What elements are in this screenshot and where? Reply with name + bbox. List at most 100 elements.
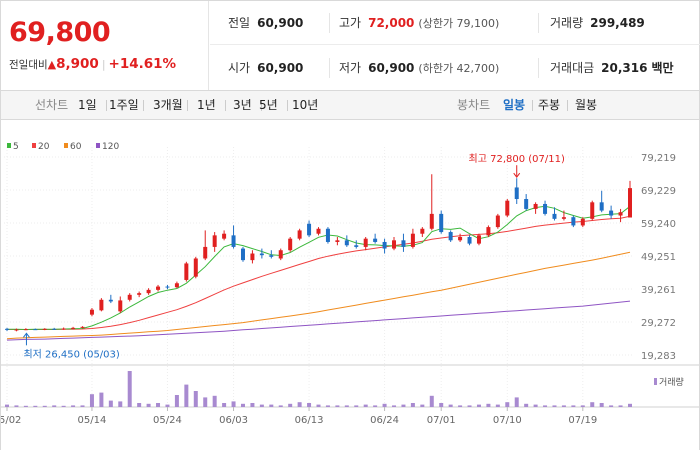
volume-bar	[373, 405, 378, 407]
candle-body	[429, 213, 434, 229]
min-arrow-head-icon	[23, 332, 30, 338]
candle-body	[628, 188, 632, 218]
candle-body	[401, 240, 406, 247]
candle-body	[146, 289, 151, 294]
chart-period-tabs: 선차트 1일 1주일 3개월 1년 3년 5년 10년 봉차트 일봉 주봉 월봉	[0, 90, 700, 120]
candle-body	[288, 238, 293, 251]
legend-label: 60	[70, 142, 82, 152]
candle-body	[561, 217, 566, 219]
volume-bar	[561, 405, 566, 407]
volume-bar	[118, 401, 123, 407]
x-tick-label: 07/01	[427, 415, 456, 426]
tab-line-3[interactable]: 1년	[197, 98, 216, 112]
ma5-line	[6, 205, 631, 331]
max-arrow-head-icon	[513, 172, 521, 179]
candle-body	[486, 227, 491, 236]
y-tick-label: 29,272	[641, 318, 676, 329]
legend-label: 5	[13, 142, 19, 152]
candle-body	[5, 328, 9, 330]
volume-bar	[52, 405, 57, 407]
volume-bar	[392, 405, 397, 407]
volume-bar	[401, 404, 406, 407]
tab-line-4[interactable]: 3년	[233, 98, 252, 112]
volume-bar	[240, 403, 245, 407]
volume-bar	[533, 404, 538, 407]
up-arrow-icon: ▲	[47, 58, 57, 71]
candle-body	[156, 286, 161, 290]
candle-body	[250, 253, 255, 261]
volume-bar	[297, 402, 302, 407]
ma120-line	[6, 300, 631, 341]
x-tick-label: 06/13	[295, 415, 324, 426]
legend-swatch	[7, 143, 11, 148]
volume-bar	[42, 405, 47, 407]
tab-line-0[interactable]: 1일	[78, 98, 97, 112]
volume-bar	[382, 403, 387, 407]
volume-bar	[599, 403, 604, 407]
volume-bar	[429, 395, 434, 407]
trading-amount: 거래대금 20,316 백만	[550, 61, 674, 75]
volume-bar	[203, 397, 208, 407]
candle-body	[382, 241, 387, 249]
volume-bar	[108, 400, 113, 407]
tab-line-5[interactable]: 5년	[259, 98, 278, 112]
candle-body	[231, 235, 236, 247]
candle-body	[174, 283, 179, 288]
x-tick-label: 07/10	[493, 415, 522, 426]
volume-bar	[156, 403, 161, 407]
candle-body	[618, 212, 623, 216]
volume-bar	[33, 405, 38, 407]
candle-body	[165, 286, 170, 288]
ma60-line	[6, 251, 631, 340]
volume-bar	[89, 394, 94, 407]
candle-chart-label: 봉차트	[457, 98, 491, 112]
volume-bar	[193, 391, 198, 407]
candle-body	[363, 238, 368, 247]
y-tick-label: 69,229	[641, 186, 676, 197]
candle-body	[552, 213, 557, 219]
price-panel: 69,800 전일대비▲8,900 | +14.61%	[1, 1, 209, 90]
tab-divider	[261, 100, 262, 111]
volume-bar	[316, 404, 321, 407]
volume-bar	[628, 403, 632, 407]
min-annotation: 최저 26,450 (05/03)	[23, 348, 119, 360]
volume-bar	[325, 405, 330, 407]
volume-bar	[524, 403, 529, 407]
candle-body	[33, 329, 38, 331]
volume-bar	[278, 405, 283, 407]
change-divider: |	[101, 58, 106, 71]
candle-body	[373, 238, 378, 242]
volume-bar	[165, 404, 170, 407]
tab-line-1[interactable]: 1주일	[109, 98, 139, 112]
tab-divider	[287, 100, 288, 111]
tab-divider	[532, 100, 533, 111]
volume-bar	[476, 404, 481, 407]
candle-body	[269, 255, 274, 257]
stat-row-1: 전일 60,900 고가 72,000 (상한가 79,100) 거래량 299,489	[210, 1, 700, 45]
volume-bar	[410, 403, 415, 407]
tab-candle-2[interactable]: 월봉	[575, 98, 598, 112]
tab-candle-0[interactable]: 일봉	[503, 98, 526, 112]
legend-label: 120	[102, 142, 119, 152]
candle-body	[580, 218, 585, 226]
tab-line-2[interactable]: 3개월	[153, 98, 183, 112]
legend-swatch	[64, 143, 68, 148]
volume-bar	[307, 403, 312, 407]
volume-bar	[363, 404, 368, 407]
volume-bar	[571, 405, 576, 407]
candle-body	[448, 232, 453, 241]
candle-body	[99, 299, 104, 311]
candle-body	[495, 215, 500, 228]
tab-line-6[interactable]: 10년	[292, 98, 319, 112]
candle-body	[127, 294, 132, 300]
volume-bar	[288, 403, 293, 407]
volume-bar	[486, 403, 491, 407]
x-tick-label: 06/03	[219, 415, 248, 426]
volume-bar	[212, 395, 217, 407]
candle-body	[89, 309, 94, 315]
y-tick-label: 19,283	[641, 351, 676, 362]
candle-body	[108, 299, 113, 302]
tab-divider	[143, 100, 144, 111]
tab-candle-1[interactable]: 주봉	[538, 98, 561, 112]
candle-body	[325, 228, 330, 242]
